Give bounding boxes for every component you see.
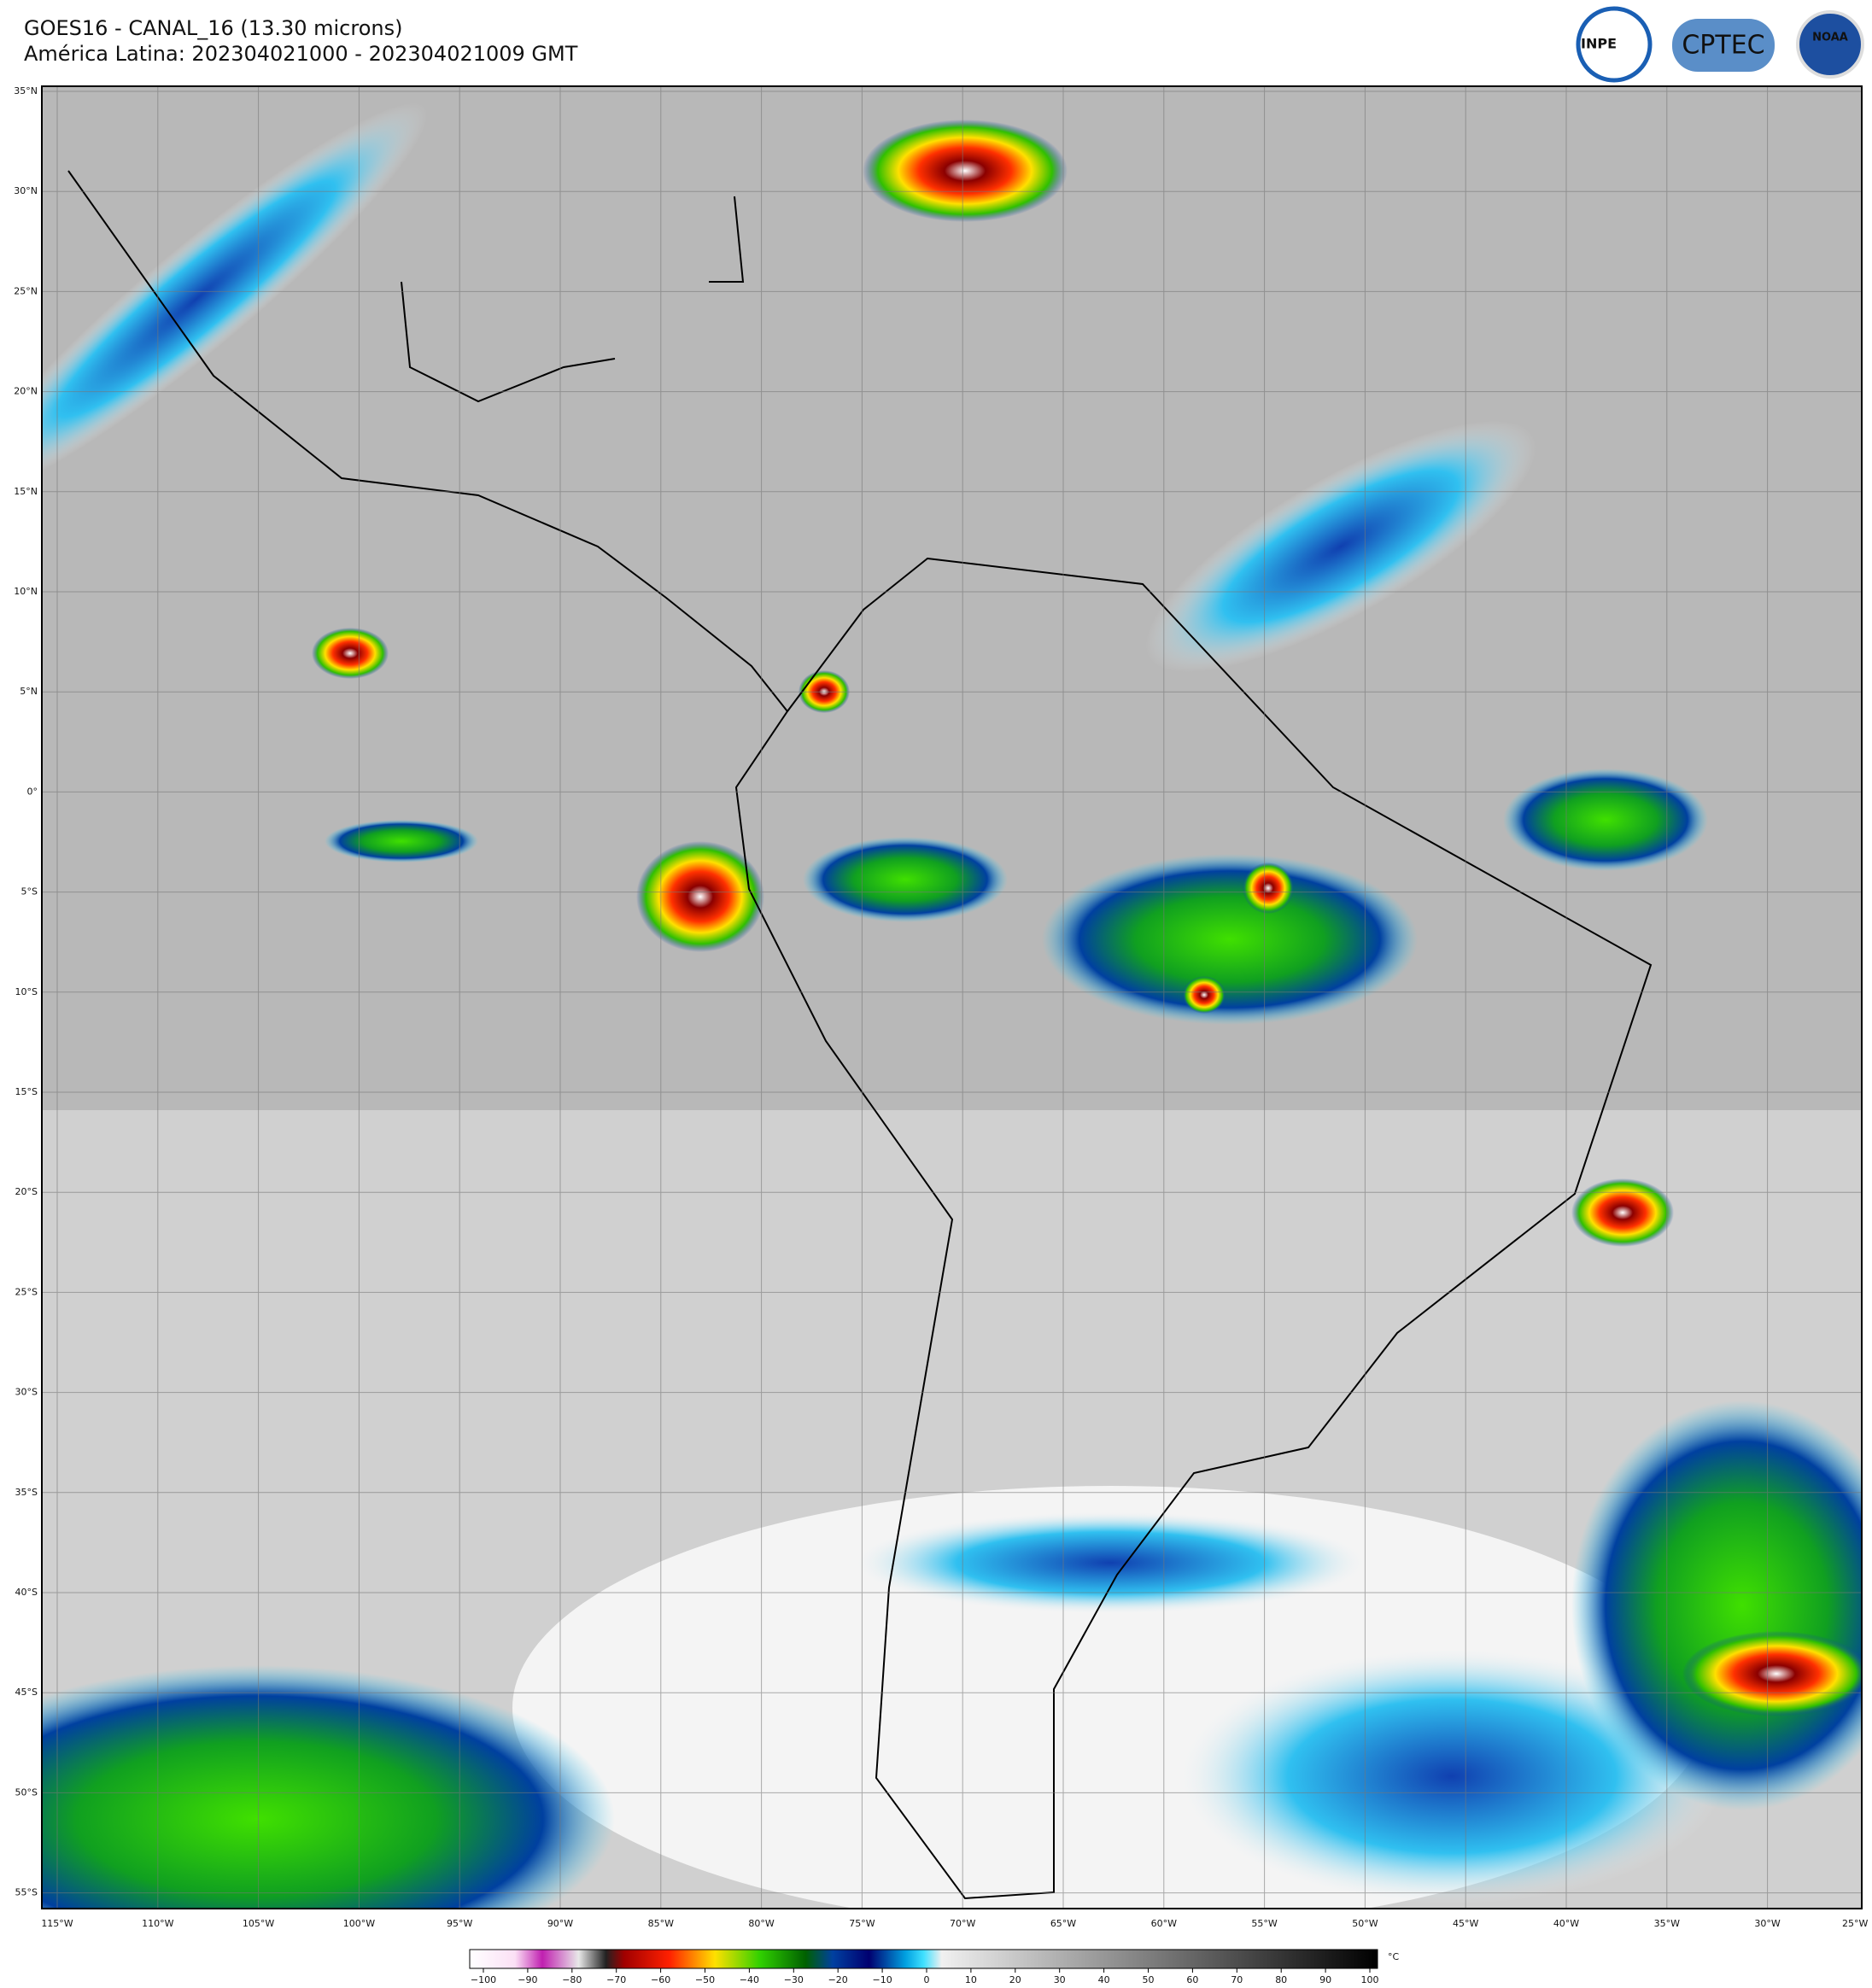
colorbar (469, 1949, 1378, 1969)
lat-label: 20°S (15, 1186, 38, 1197)
lat-label: 40°S (15, 1587, 38, 1598)
cptec-label: CPTEC (1682, 31, 1764, 61)
lat-label: 25°S (15, 1286, 38, 1297)
lon-label: 100°W (343, 1918, 375, 1929)
lon-label: 50°W (1352, 1918, 1378, 1929)
lat-label: 55°S (15, 1887, 38, 1898)
colorbar-label: 0 (924, 1974, 930, 1985)
lat-label: 0° (27, 786, 38, 797)
colorbar-label: −30 (784, 1974, 804, 1985)
lat-label: 35°N (14, 85, 38, 96)
colorbar-label: −40 (740, 1974, 759, 1985)
lat-label: 50°S (15, 1786, 38, 1798)
colorbar-label: −20 (828, 1974, 848, 1985)
inpe-label: INPE (1581, 36, 1617, 52)
map-frame (41, 85, 1863, 1909)
colorbar-label: 40 (1098, 1974, 1110, 1985)
colorbar-label: 50 (1143, 1974, 1155, 1985)
colorbar-label: 80 (1275, 1974, 1287, 1985)
lon-label: 35°W (1654, 1918, 1680, 1929)
lon-label: 85°W (648, 1918, 674, 1929)
colorbar-label: 60 (1186, 1974, 1198, 1985)
colorbar-label: −50 (695, 1974, 715, 1985)
colorbar-label: 70 (1231, 1974, 1243, 1985)
coastline (734, 557, 1653, 1900)
colorbar-unit: °C (1388, 1951, 1400, 1962)
lon-label: 80°W (748, 1918, 774, 1929)
lon-label: 40°W (1553, 1918, 1579, 1929)
lat-label: 10°N (14, 586, 38, 597)
lon-label: 65°W (1050, 1918, 1076, 1929)
lon-label: 90°W (547, 1918, 573, 1929)
colorbar-label: −70 (606, 1974, 626, 1985)
lon-label: 55°W (1251, 1918, 1277, 1929)
lon-label: 115°W (41, 1918, 73, 1929)
title: GOES16 - CANAL_16 (13.30 microns) (24, 16, 402, 40)
lat-label: 10°S (15, 986, 38, 997)
lat-label: 25°N (14, 285, 38, 296)
lat-label: 35°S (15, 1487, 38, 1498)
colorbar-label: −60 (651, 1974, 670, 1985)
lon-label: 45°W (1453, 1918, 1478, 1929)
lon-label: 30°W (1754, 1918, 1780, 1929)
colorbar-label: −80 (562, 1974, 582, 1985)
lon-label: 25°W (1842, 1918, 1868, 1929)
lat-label: 5°N (20, 686, 38, 697)
coastline-north (67, 170, 788, 712)
lon-label: 75°W (849, 1918, 875, 1929)
lat-label: 45°S (15, 1687, 38, 1698)
logos: INPE CPTEC NOAA (1576, 6, 1864, 83)
lat-label: 5°S (21, 886, 38, 898)
colorbar-label: −100 (471, 1974, 496, 1985)
noaa-label: NOAA (1812, 32, 1848, 44)
lat-label: 20°N (14, 386, 38, 397)
lat-label: 15°S (15, 1086, 38, 1097)
lon-label: 110°W (142, 1918, 173, 1929)
lon-label: 95°W (447, 1918, 472, 1929)
lon-label: 60°W (1151, 1918, 1177, 1929)
colorbar-label: −90 (518, 1974, 537, 1985)
colorbar-label: 100 (1361, 1974, 1379, 1985)
cptec-logo (1672, 19, 1775, 72)
subtitle: América Latina: 202304021000 - 202304021… (24, 42, 578, 66)
colorbar-label: −10 (872, 1974, 892, 1985)
colorbar-label: 30 (1054, 1974, 1066, 1985)
lon-label: 105°W (243, 1918, 274, 1929)
satellite-image (42, 86, 1862, 1909)
colorbar-label: 20 (1009, 1974, 1021, 1985)
colorbar-label: 90 (1319, 1974, 1331, 1985)
lat-label: 30°N (14, 185, 38, 196)
lat-label: 15°N (14, 486, 38, 497)
colorbar-label: 10 (965, 1974, 977, 1985)
inpe-logo (1576, 6, 1653, 83)
lat-label: 30°S (15, 1387, 38, 1398)
lon-label: 70°W (950, 1918, 975, 1929)
noaa-logo (1796, 10, 1864, 79)
